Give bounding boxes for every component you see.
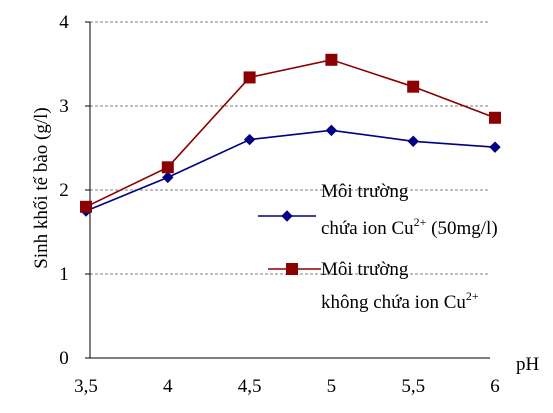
y-tick-label: 3 (59, 96, 69, 117)
data-point (407, 135, 419, 147)
x-tick-label: 6 (490, 376, 500, 397)
x-tick-label: 5 (327, 376, 337, 397)
data-point (489, 111, 501, 124)
data-point (407, 80, 420, 93)
y-tick-label: 2 (59, 180, 69, 201)
data-point (162, 171, 174, 184)
y-tick-label: 4 (59, 12, 69, 33)
x-tick-label: 5,5 (401, 376, 425, 397)
legend-label-suffix: (50mg/l) (426, 218, 497, 239)
data-point (243, 71, 256, 84)
legend-label-text: không chứa ion Cu (321, 292, 466, 313)
y-tick-label: 0 (59, 348, 69, 369)
data-point (80, 200, 92, 213)
series-line-1 (85, 58, 496, 208)
y-axis-title: Sinh khối tế bào (g/l) (31, 107, 52, 268)
legend-marker (286, 263, 298, 275)
data-point (325, 124, 338, 137)
legend-label: Môi trường (321, 181, 409, 202)
legend-label: không chứa ion Cu2+ (321, 289, 479, 313)
data-point (325, 53, 338, 66)
x-tick-label: 4 (163, 376, 173, 397)
axes (85, 21, 490, 359)
legend-marker (281, 210, 293, 222)
legend-label-superscript: 2+ (466, 289, 479, 303)
series-group (80, 53, 501, 217)
x-tick-label: 4,5 (238, 376, 262, 397)
data-point (161, 161, 174, 174)
data-point (243, 133, 256, 146)
series-line-0 (85, 129, 496, 212)
legend-label-superscript: 2+ (414, 215, 427, 229)
legend-label-text: chứa ion Cu (321, 218, 414, 239)
legend-label: chứa ion Cu2+ (50mg/l) (321, 215, 498, 239)
y-tick-label: 1 (59, 264, 69, 285)
y-tick-labels: 0 1 2 3 4 (59, 12, 69, 369)
x-axis-title: pH (516, 354, 540, 375)
x-tick-label: 3,5 (74, 376, 98, 397)
legend-label: Môi trường (321, 259, 409, 280)
data-point (489, 141, 501, 153)
x-tick-labels: 3,5 4 4,5 5 5,5 6 (74, 376, 500, 397)
